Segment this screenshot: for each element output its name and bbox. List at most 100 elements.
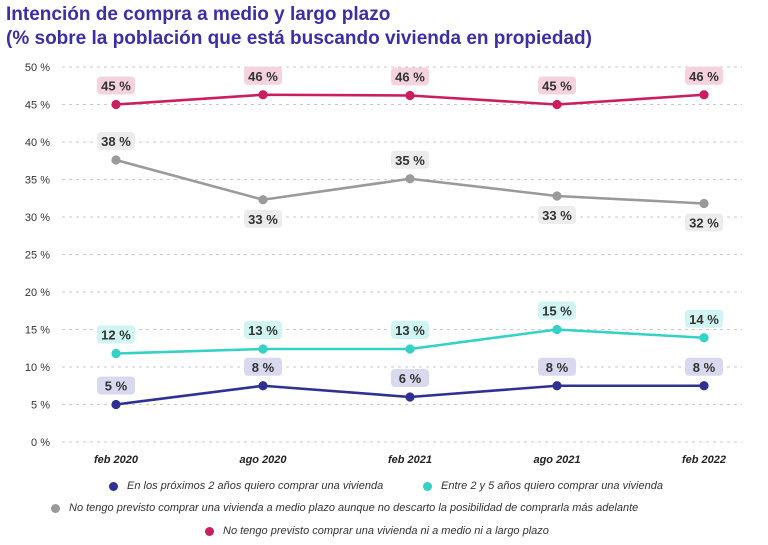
chart-subtitle: (% sobre la población que está buscando … bbox=[6, 28, 592, 49]
data-label: 33 % bbox=[538, 206, 576, 224]
legend-label-series-4: No tengo previsto comprar una vivienda n… bbox=[223, 525, 549, 537]
data-label-bg bbox=[685, 66, 723, 85]
data-label-bg bbox=[685, 357, 723, 376]
data-point bbox=[552, 191, 562, 201]
data-label: 13 % bbox=[244, 321, 282, 339]
data-label-bg bbox=[538, 301, 576, 320]
data-point bbox=[552, 324, 562, 335]
data-point bbox=[552, 99, 562, 110]
data-point bbox=[111, 399, 121, 410]
legend-label-series-1: En los próximos 2 años quiero comprar un… bbox=[127, 480, 384, 492]
y-tick-label: 10 % bbox=[25, 362, 50, 374]
data-label: 45 % bbox=[538, 76, 576, 95]
data-label-text: 13 % bbox=[395, 323, 425, 338]
x-tick-label: feb 2022 bbox=[682, 454, 726, 466]
data-label-bg bbox=[685, 309, 723, 328]
data-point bbox=[699, 90, 709, 100]
y-axis: 0 % 5 % 10 % 15 % 20 % 25 % 30 % 35 % 40 % 45 % 50… bbox=[25, 62, 50, 449]
data-label-bg bbox=[538, 206, 576, 224]
data-label: 46 % bbox=[244, 66, 282, 85]
data-label-text: 46 % bbox=[395, 70, 425, 85]
data-point bbox=[111, 155, 121, 165]
data-point bbox=[258, 344, 268, 354]
data-label-text: 14 % bbox=[689, 312, 719, 327]
data-label: 45 % bbox=[97, 76, 135, 95]
data-label: 6 % bbox=[391, 369, 429, 387]
y-tick-label: 40 % bbox=[25, 137, 50, 149]
data-point bbox=[111, 99, 121, 110]
data-label-bg bbox=[538, 76, 576, 95]
data-label-bg bbox=[538, 357, 576, 376]
series-lines bbox=[115, 93, 705, 406]
legend-label-series-3: No tengo previsto comprar una vivienda a… bbox=[69, 502, 639, 514]
data-label: 32 % bbox=[685, 213, 723, 232]
data-label-bg bbox=[391, 321, 429, 339]
y-tick-label: 50 % bbox=[25, 62, 50, 74]
x-axis: feb 2020 ago 2020 feb 2021 ago 2021 feb 2022 bbox=[94, 454, 726, 466]
data-label: 14 % bbox=[685, 309, 723, 328]
y-tick-label: 45 % bbox=[25, 100, 50, 112]
data-label-text: 15 % bbox=[542, 304, 572, 319]
grid-lines bbox=[62, 66, 742, 443]
data-label-bg bbox=[97, 76, 135, 95]
data-label-bg bbox=[685, 213, 723, 232]
legend-dot-series-4 bbox=[205, 526, 214, 536]
data-label-bg bbox=[391, 369, 429, 387]
data-label-text: 33 % bbox=[542, 208, 572, 223]
x-tick-label: feb 2021 bbox=[388, 454, 432, 466]
x-tick-label: feb 2020 bbox=[94, 454, 139, 466]
legend-item-series-2: Entre 2 y 5 años quiero comprar una vivi… bbox=[423, 480, 663, 492]
data-labels: 5 % 8 % 6 % 8 % 8 % 12 % 13 % 13 % 15 % 14 % 38 % 3… bbox=[97, 66, 723, 395]
data-label: 5 % bbox=[97, 376, 135, 395]
data-label-text: 8 % bbox=[546, 360, 569, 375]
data-label: 46 % bbox=[685, 66, 723, 85]
data-point bbox=[111, 348, 121, 359]
data-label: 8 % bbox=[538, 357, 576, 376]
data-label: 8 % bbox=[685, 357, 723, 376]
legend-dot-series-2 bbox=[423, 481, 432, 491]
chart-title-block: Intención de compra a medio y largo plaz… bbox=[6, 3, 592, 51]
data-point bbox=[699, 333, 709, 343]
legend-dot-series-1 bbox=[109, 481, 118, 491]
data-label-text: 8 % bbox=[693, 360, 716, 375]
data-label: 13 % bbox=[391, 321, 429, 339]
legend-item-series-1: En los próximos 2 años quiero comprar un… bbox=[109, 480, 383, 492]
legend-label-series-2: Entre 2 y 5 años quiero comprar una vivi… bbox=[441, 480, 663, 492]
data-label: 12 % bbox=[97, 325, 135, 344]
data-label: 46 % bbox=[391, 67, 429, 86]
y-tick-label: 30 % bbox=[25, 212, 50, 224]
y-tick-label: 20 % bbox=[25, 287, 50, 299]
data-point bbox=[405, 174, 415, 184]
chart-title: Intención de compra a medio y largo plaz… bbox=[6, 4, 391, 25]
data-label-text: 45 % bbox=[542, 79, 572, 94]
data-point bbox=[405, 392, 415, 402]
data-point bbox=[699, 381, 709, 391]
data-label: 35 % bbox=[391, 150, 429, 169]
data-label-text: 45 % bbox=[101, 79, 131, 94]
y-tick-label: 5 % bbox=[31, 400, 50, 412]
data-point bbox=[258, 90, 268, 100]
data-label-text: 38 % bbox=[101, 134, 131, 149]
legend-item-series-4: No tengo previsto comprar una vivienda n… bbox=[205, 525, 549, 537]
data-point bbox=[552, 381, 562, 391]
x-tick-label: ago 2021 bbox=[533, 454, 580, 466]
data-label-bg bbox=[97, 132, 135, 150]
data-label-bg bbox=[244, 209, 282, 228]
data-label-text: 12 % bbox=[101, 328, 131, 343]
y-tick-label: 15 % bbox=[25, 325, 50, 337]
data-label-text: 8 % bbox=[252, 360, 275, 375]
data-label-bg bbox=[391, 150, 429, 169]
legend-dot-series-3 bbox=[51, 503, 60, 513]
data-label-bg bbox=[244, 66, 282, 85]
data-label: 15 % bbox=[538, 301, 576, 320]
data-point bbox=[699, 198, 709, 209]
data-label-bg bbox=[97, 376, 135, 395]
legend-item-series-3: No tengo previsto comprar una vivienda a… bbox=[51, 502, 638, 514]
data-label-bg bbox=[391, 67, 429, 86]
data-point bbox=[405, 344, 415, 354]
data-label-text: 32 % bbox=[689, 216, 719, 231]
data-points bbox=[111, 90, 709, 410]
data-label: 8 % bbox=[244, 357, 282, 376]
data-label-text: 5 % bbox=[105, 379, 128, 394]
